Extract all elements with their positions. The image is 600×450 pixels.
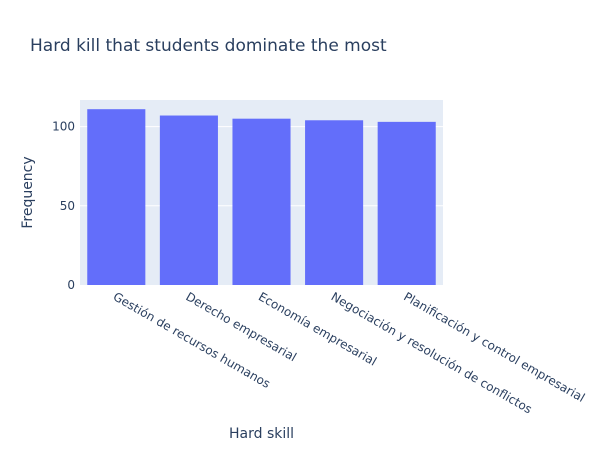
chart-title: Hard kill that students dominate the mos… xyxy=(30,36,387,56)
y-axis-title: Frequency xyxy=(20,156,36,228)
y-tick-labels: 0 50 100 xyxy=(52,120,75,292)
bars xyxy=(87,109,436,286)
y-tick-label: 100 xyxy=(52,120,75,134)
bar[interactable] xyxy=(159,115,218,285)
x-tick-label: Economía empresarial xyxy=(256,289,379,368)
y-tick-label: 0 xyxy=(67,278,75,292)
bar[interactable] xyxy=(377,121,436,285)
y-tick-label: 50 xyxy=(60,199,75,213)
x-axis-title: Hard skill xyxy=(229,426,294,442)
bar[interactable] xyxy=(232,118,291,286)
bar[interactable] xyxy=(87,109,146,285)
bar[interactable] xyxy=(305,120,364,285)
